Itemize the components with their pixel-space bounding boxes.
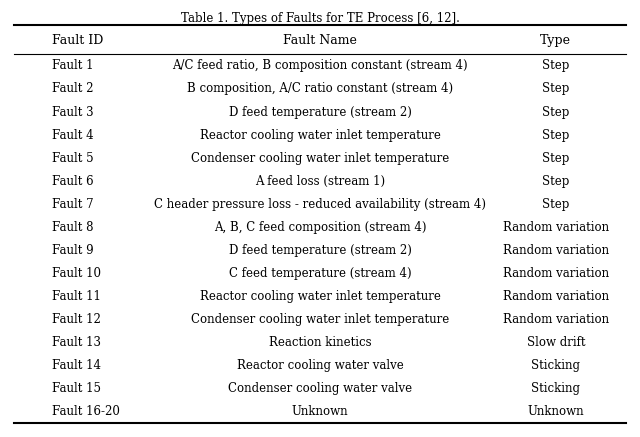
Text: Table 1. Types of Faults for TE Process [6, 12].: Table 1. Types of Faults for TE Process … xyxy=(180,12,460,25)
Text: Condenser cooling water inlet temperature: Condenser cooling water inlet temperatur… xyxy=(191,152,449,165)
Text: Fault 3: Fault 3 xyxy=(52,105,94,118)
Text: Sticking: Sticking xyxy=(531,359,580,372)
Text: Step: Step xyxy=(542,83,570,95)
Text: Fault 1: Fault 1 xyxy=(52,59,94,73)
Text: Fault 9: Fault 9 xyxy=(52,244,94,257)
Text: Fault 13: Fault 13 xyxy=(52,336,101,349)
Text: Random variation: Random variation xyxy=(502,267,609,280)
Text: Random variation: Random variation xyxy=(502,244,609,257)
Text: D feed temperature (stream 2): D feed temperature (stream 2) xyxy=(228,244,412,257)
Text: Fault 5: Fault 5 xyxy=(52,152,94,165)
Text: Fault Name: Fault Name xyxy=(283,34,357,47)
Text: Unknown: Unknown xyxy=(527,406,584,418)
Text: Random variation: Random variation xyxy=(502,313,609,326)
Text: A, B, C feed composition (stream 4): A, B, C feed composition (stream 4) xyxy=(214,221,426,234)
Text: Fault 6: Fault 6 xyxy=(52,175,94,188)
Text: A feed loss (stream 1): A feed loss (stream 1) xyxy=(255,175,385,188)
Text: Condenser cooling water valve: Condenser cooling water valve xyxy=(228,382,412,395)
Text: Fault 12: Fault 12 xyxy=(52,313,101,326)
Text: C feed temperature (stream 4): C feed temperature (stream 4) xyxy=(228,267,412,280)
Text: Fault 14: Fault 14 xyxy=(52,359,101,372)
Text: Unknown: Unknown xyxy=(292,406,348,418)
Text: Step: Step xyxy=(542,152,570,165)
Text: Fault 7: Fault 7 xyxy=(52,198,94,211)
Text: Type: Type xyxy=(540,34,572,47)
Text: Reactor cooling water inlet temperature: Reactor cooling water inlet temperature xyxy=(200,128,440,142)
Text: Fault 15: Fault 15 xyxy=(52,382,101,395)
Text: Step: Step xyxy=(542,198,570,211)
Text: A/C feed ratio, B composition constant (stream 4): A/C feed ratio, B composition constant (… xyxy=(172,59,468,73)
Text: Condenser cooling water inlet temperature: Condenser cooling water inlet temperatur… xyxy=(191,313,449,326)
Text: B composition, A/C ratio constant (stream 4): B composition, A/C ratio constant (strea… xyxy=(187,83,453,95)
Text: Step: Step xyxy=(542,105,570,118)
Text: Reactor cooling water inlet temperature: Reactor cooling water inlet temperature xyxy=(200,290,440,303)
Text: Fault 16-20: Fault 16-20 xyxy=(52,406,120,418)
Text: Fault 10: Fault 10 xyxy=(52,267,101,280)
Text: Step: Step xyxy=(542,175,570,188)
Text: Fault 2: Fault 2 xyxy=(52,83,94,95)
Text: C header pressure loss - reduced availability (stream 4): C header pressure loss - reduced availab… xyxy=(154,198,486,211)
Text: Slow drift: Slow drift xyxy=(527,336,585,349)
Text: Reactor cooling water valve: Reactor cooling water valve xyxy=(237,359,403,372)
Text: Random variation: Random variation xyxy=(502,221,609,234)
Text: Fault 4: Fault 4 xyxy=(52,128,94,142)
Text: Random variation: Random variation xyxy=(502,290,609,303)
Text: Fault 8: Fault 8 xyxy=(52,221,94,234)
Text: Fault 11: Fault 11 xyxy=(52,290,101,303)
Text: D feed temperature (stream 2): D feed temperature (stream 2) xyxy=(228,105,412,118)
Text: Reaction kinetics: Reaction kinetics xyxy=(269,336,371,349)
Text: Step: Step xyxy=(542,59,570,73)
Text: Fault ID: Fault ID xyxy=(52,34,104,47)
Text: Sticking: Sticking xyxy=(531,382,580,395)
Text: Step: Step xyxy=(542,128,570,142)
